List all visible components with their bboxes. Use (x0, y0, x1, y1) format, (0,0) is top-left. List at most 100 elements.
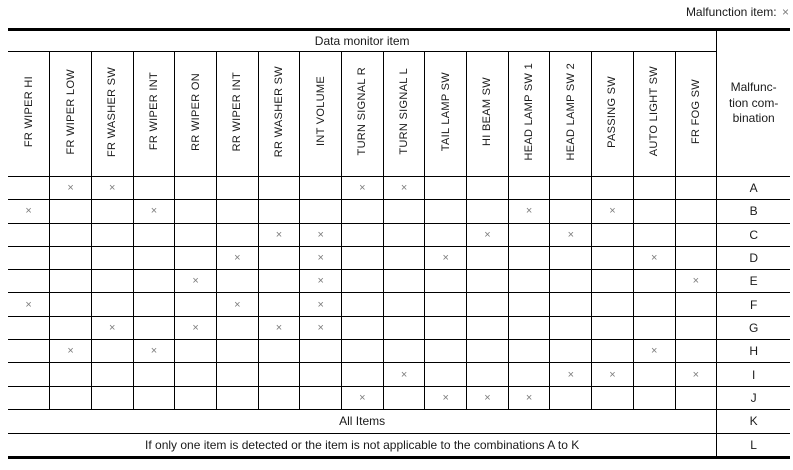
column-header: RR WASHER SW (257, 51, 301, 177)
matrix-cell (632, 269, 676, 294)
matrix-cell (382, 199, 426, 224)
column-header: HEAD LAMP SW 1 (507, 51, 551, 177)
malfunction-mark-cell: × (257, 315, 301, 341)
matrix-cell (90, 362, 134, 387)
matrix-cell (382, 315, 426, 341)
malfunction-mark-cell: × (132, 199, 176, 224)
matrix-cell (674, 315, 718, 341)
malfunction-mark-cell: × (215, 292, 259, 317)
column-header: RR WIPER INT (215, 51, 259, 177)
combination-letter: I (716, 362, 790, 387)
matrix-cell (132, 175, 176, 201)
column-header-label: FR WIPER HI (22, 75, 35, 148)
malfunction-mark-cell: × (90, 315, 134, 341)
malfunction-mark-cell: × (549, 362, 593, 387)
matrix-cell (424, 315, 468, 341)
combination-letter: H (716, 339, 790, 364)
matrix-cell (90, 245, 134, 271)
matrix-cell (257, 339, 301, 364)
column-header: RR WIPER ON (174, 51, 217, 177)
matrix-cell (215, 315, 259, 341)
malfunction-mark-cell: × (674, 362, 718, 387)
matrix-cell (674, 175, 718, 201)
matrix-cell (49, 199, 92, 224)
combination-letter: G (716, 315, 790, 341)
matrix-cell (466, 175, 509, 201)
matrix-cell (591, 292, 634, 317)
matrix-cell (341, 362, 384, 387)
column-header: HI BEAM SW (466, 51, 509, 177)
matrix-row-I: × × × × I (8, 362, 790, 387)
table-title-row: Data monitor item Malfunc- tion com- bin… (8, 29, 790, 177)
matrix-cell (90, 339, 134, 364)
matrix-cell (674, 385, 718, 410)
matrix-cell (507, 292, 551, 317)
matrix-cell (174, 199, 217, 224)
matrix-cell (90, 222, 134, 247)
matrix-cell (8, 245, 51, 271)
column-header: HEAD LAMP SW 2 (549, 51, 593, 177)
combination-letter: L (716, 432, 790, 458)
matrix-cell (90, 292, 134, 317)
matrix-cell (215, 199, 259, 224)
all-items-cell: All Items (8, 408, 718, 434)
matrix-cell (174, 175, 217, 201)
matrix-cell (507, 339, 551, 364)
matrix-cell (174, 222, 217, 247)
matrix-cell (257, 269, 301, 294)
malfunction-mark-cell: × (8, 292, 51, 317)
matrix-cell (591, 222, 634, 247)
malfunction-mark-cell: × (341, 175, 384, 201)
malfunction-mark-cell: × (90, 175, 134, 201)
matrix-cell (632, 175, 676, 201)
column-header: TAIL LAMP SW (424, 51, 468, 177)
matrix-cell (549, 245, 593, 271)
matrix-cell (466, 292, 509, 317)
combination-letter: K (716, 408, 790, 434)
matrix-cell (215, 339, 259, 364)
matrix-cell (132, 315, 176, 341)
matrix-row-B: × × × × B (8, 199, 790, 224)
matrix-cell (8, 362, 51, 387)
matrix-cell (341, 199, 384, 224)
malfunction-mark-cell: × (299, 315, 342, 341)
matrix-cell (257, 175, 301, 201)
malfunction-mark-cell: × (299, 245, 342, 271)
combination-letter: B (716, 199, 790, 224)
matrix-cell (257, 362, 301, 387)
malfunction-mark-cell: × (424, 385, 468, 410)
matrix-cell (174, 362, 217, 387)
matrix-cell (49, 269, 92, 294)
matrix-cell (632, 292, 676, 317)
column-header-label: TAIL LAMP SW (439, 71, 452, 152)
matrix-cell (132, 362, 176, 387)
column-header: FR WIPER INT (132, 51, 176, 177)
combination-letter: A (716, 175, 790, 201)
matrix-cell (507, 269, 551, 294)
malfunction-mark-cell: × (674, 269, 718, 294)
malfunction-mark-cell: × (341, 385, 384, 410)
matrix-row-D: × × × × D (8, 245, 790, 271)
malfunction-mark-cell: × (591, 199, 634, 224)
matrix-cell (632, 362, 676, 387)
matrix-cell (382, 269, 426, 294)
matrix-cell (299, 339, 342, 364)
malfunction-mark-cell: × (549, 222, 593, 247)
matrix-cell (549, 269, 593, 294)
matrix-cell (382, 292, 426, 317)
column-header: FR WASHER SW (90, 51, 134, 177)
column-header: INT VOLUME (299, 51, 342, 177)
summary-row-k: All Items K (8, 408, 790, 434)
matrix-cell (466, 339, 509, 364)
matrix-cell (215, 269, 259, 294)
matrix-cell (549, 292, 593, 317)
matrix-cell (382, 245, 426, 271)
malfunction-mark-cell: × (591, 362, 634, 387)
matrix-row-G: × × × × G (8, 315, 790, 341)
matrix-cell (591, 175, 634, 201)
matrix-cell (632, 385, 676, 410)
matrix-cell (382, 339, 426, 364)
matrix-row-E: × × × E (8, 269, 790, 294)
matrix-cell (132, 222, 176, 247)
malfunction-combination-header: Malfunc- tion com- bination (716, 29, 790, 177)
